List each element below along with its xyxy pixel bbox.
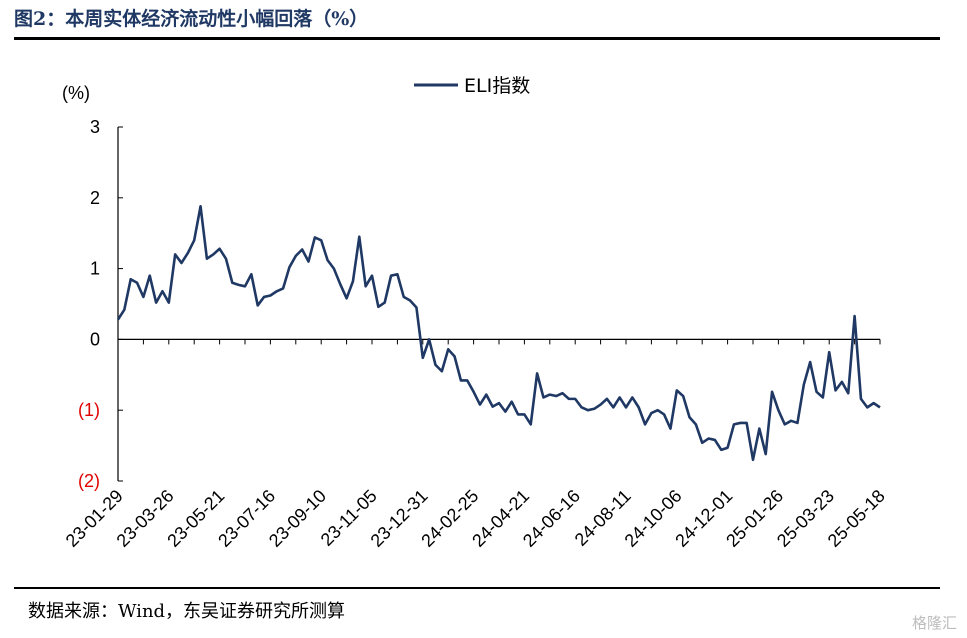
series-layer <box>116 205 881 462</box>
series-line-eli <box>116 205 881 462</box>
y-tick-label: (2) <box>78 471 100 491</box>
y-axis-ticks: 3 2 1 0 (1) (2) <box>78 117 123 491</box>
watermark-logo: 格隆汇 <box>911 614 957 632</box>
legend: ELI指数 <box>414 75 530 97</box>
bottom-rule <box>14 587 940 589</box>
y-tick-label: 1 <box>90 259 100 279</box>
chart-title: 图2：本周实体经济流动性小幅回落（%） <box>14 8 369 30</box>
y-tick-label: (1) <box>78 400 100 420</box>
axes <box>117 127 880 481</box>
y-tick-label: 2 <box>90 188 100 208</box>
y-tick-label: 3 <box>90 117 100 137</box>
y-tick-label: 0 <box>90 329 100 349</box>
y-axis-label: (%) <box>62 83 90 103</box>
legend-label: ELI指数 <box>464 75 530 97</box>
top-rule <box>14 37 940 40</box>
source-note: 数据来源：Wind，东吴证券研究所测算 <box>28 601 346 622</box>
